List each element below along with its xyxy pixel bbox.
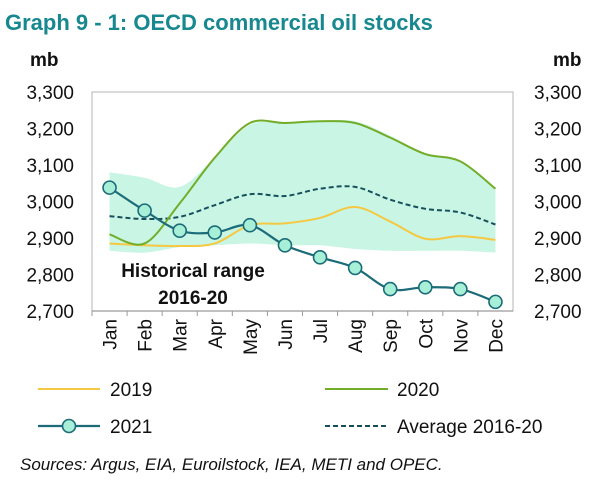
y-tick-label-left: 2,900: [26, 229, 74, 250]
data-point-2021: [382, 281, 398, 297]
data-point-2021: [417, 279, 433, 295]
y-tick-label-left: 3,000: [26, 193, 74, 214]
series-line-2019: [109, 205, 496, 248]
y-tick-label-left: 3,300: [26, 83, 74, 104]
legend-2020-label: 2020: [397, 380, 439, 401]
data-point-2021: [102, 180, 117, 195]
data-point-2021: [312, 250, 328, 265]
legend: 2019 2020 2021 Average 2016-20: [38, 380, 542, 438]
y-tick-label-right: 2,800: [534, 266, 582, 287]
series-markers: [102, 180, 503, 310]
x-tick-label: May: [241, 319, 262, 355]
y-tick-label-left: 3,100: [26, 156, 74, 177]
x-tick-label: Jan: [101, 319, 122, 350]
data-point-2021: [277, 238, 293, 253]
range-label-line1: Historical range: [121, 261, 265, 282]
y-tick-label-left: 2,800: [26, 266, 74, 287]
y-tick-label-right: 3,000: [534, 193, 582, 214]
axes: 2,700 2,700 2,800 2,800 2,900 2,900 3,000 3,000…: [26, 83, 581, 355]
series-line-average-2016-20: [109, 185, 496, 226]
y-tick-label-left: 2,700: [26, 302, 74, 323]
legend-average-label: Average 2016-20: [397, 417, 542, 438]
data-point-2021: [207, 225, 223, 240]
data-point-2021: [137, 203, 152, 218]
chart-title: Graph 9 - 1: OECD commercial oil stocks: [5, 10, 433, 35]
source-note: Sources: Argus, EIA, Euroilstock, IEA, M…: [20, 455, 443, 474]
historical-range-band: [109, 120, 496, 253]
data-point-2021: [242, 217, 258, 233]
y-tick-label-left: 3,200: [26, 120, 74, 141]
y-tick-label-right: 3,100: [534, 156, 582, 177]
x-tick-label: Jul: [311, 319, 332, 343]
range-label-line2: 2016-20: [158, 288, 228, 309]
y-unit-right: mb: [553, 50, 582, 71]
data-point-2021: [347, 260, 363, 276]
y-tick-label-right: 2,700: [534, 302, 582, 323]
data-point-2021: [453, 281, 468, 297]
x-tick-label: Mar: [171, 318, 192, 351]
x-tick-label: Apr: [206, 318, 227, 348]
data-point-2021: [488, 294, 503, 310]
legend-2019-label: 2019: [110, 380, 152, 401]
x-tick-label: Oct: [416, 318, 437, 348]
x-tick-label: Aug: [346, 319, 367, 353]
y-tick-label-right: 3,300: [534, 83, 582, 104]
y-tick-label-right: 3,200: [534, 120, 582, 141]
legend-2021-label: 2021: [110, 417, 152, 438]
historical-range-area: [109, 120, 496, 253]
series-line-2020: [109, 119, 497, 246]
x-tick-label: Feb: [136, 319, 157, 352]
legend-2021-marker: [61, 418, 77, 434]
x-tick-label: Sep: [381, 319, 402, 353]
x-tick-label: Jun: [276, 319, 297, 350]
y-tick-label-right: 2,900: [534, 229, 582, 250]
x-tick-label: Dec: [486, 319, 507, 353]
data-point-2021: [172, 223, 188, 238]
x-tick-label: Nov: [451, 319, 472, 353]
y-unit-left: mb: [30, 50, 59, 71]
